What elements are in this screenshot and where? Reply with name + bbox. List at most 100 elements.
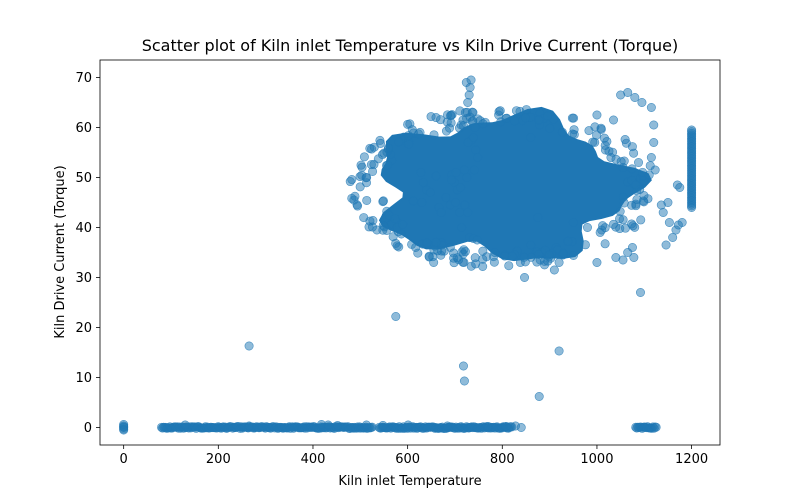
y-axis-ticks: 0 10 20 30 40 50 60 70 <box>75 71 100 436</box>
scatter-point <box>244 421 254 431</box>
cluster-point <box>429 130 439 140</box>
scatter-point <box>468 133 478 143</box>
cluster-point <box>414 129 424 139</box>
cluster-point <box>357 162 367 172</box>
scatter-point <box>460 108 470 118</box>
chart-title: Scatter plot of Kiln inlet Temperature v… <box>142 36 679 55</box>
scatter-point <box>627 243 637 253</box>
cluster-point <box>644 170 654 180</box>
cluster-point <box>396 229 406 239</box>
scatter-point <box>469 165 479 175</box>
cluster-point <box>398 220 408 230</box>
dense-cluster-layer <box>345 105 655 271</box>
scatter-point <box>456 183 466 193</box>
x-axis-ticks: 0 200 400 600 800 1000 1200 <box>120 445 708 467</box>
cluster-point <box>441 126 451 136</box>
scatter-point <box>658 208 668 218</box>
cluster-point <box>611 154 621 164</box>
scatter-point <box>554 257 564 267</box>
cluster-point <box>557 127 567 137</box>
cluster-point <box>369 159 379 169</box>
scatter-point <box>646 153 656 163</box>
scatter-point <box>649 120 659 130</box>
y-tick-label: 0 <box>84 421 92 436</box>
scatter-point <box>535 255 545 265</box>
scatter-point <box>635 287 645 297</box>
cluster-point <box>620 135 630 145</box>
cluster-point <box>378 196 388 206</box>
cluster-point <box>620 223 630 233</box>
cluster-point <box>362 195 372 205</box>
scatter-point <box>408 196 418 206</box>
scatter-point <box>592 110 602 120</box>
scatter-point <box>675 183 685 193</box>
scatter-point <box>526 240 536 250</box>
scatter-point <box>568 218 578 228</box>
scatter-point <box>673 220 683 230</box>
cluster-point <box>478 119 488 129</box>
scatter-point <box>391 311 401 321</box>
cluster-point <box>431 237 441 247</box>
scatter-point <box>447 175 457 185</box>
y-tick-label: 10 <box>75 371 92 386</box>
scatter-point <box>459 165 469 175</box>
cluster-point <box>394 137 404 147</box>
cluster-point <box>619 198 629 208</box>
scatter-points-layer <box>119 75 697 435</box>
cluster-point <box>495 106 505 116</box>
cluster-point <box>429 245 439 255</box>
cluster-point <box>580 240 590 250</box>
scatter-point <box>501 421 511 431</box>
cluster-point <box>347 175 357 185</box>
scatter-point <box>431 171 441 181</box>
scatter-point <box>649 138 659 148</box>
x-tick-label: 800 <box>490 452 515 467</box>
scatter-point <box>378 420 388 430</box>
cluster-point <box>490 248 500 258</box>
scatter-point <box>554 346 564 356</box>
x-tick-label: 1200 <box>675 452 708 467</box>
cluster-point <box>367 144 377 154</box>
cluster-point <box>359 152 369 162</box>
cluster-point <box>558 248 568 258</box>
scatter-point <box>466 75 476 85</box>
cluster-point <box>534 115 544 125</box>
cluster-point <box>543 111 553 121</box>
scatter-point <box>442 421 452 431</box>
scatter-point <box>483 421 493 431</box>
scatter-point <box>618 255 628 265</box>
scatter-point <box>460 200 470 210</box>
cluster-point <box>404 139 414 149</box>
y-tick-label: 70 <box>75 71 92 86</box>
y-tick-label: 30 <box>75 271 92 286</box>
cluster-point <box>355 182 365 192</box>
cluster-core <box>378 106 652 262</box>
cluster-point <box>569 130 579 140</box>
scatter-point <box>450 198 460 208</box>
scatter-point <box>661 240 671 250</box>
scatter-point <box>361 420 371 430</box>
cluster-point <box>631 180 641 190</box>
scatter-point <box>471 145 481 155</box>
cluster-point <box>631 201 641 211</box>
scatter-point <box>646 103 656 113</box>
y-axis-label: Kiln Drive Current (Torque) <box>53 165 68 338</box>
scatter-point <box>457 223 467 233</box>
cluster-point <box>422 238 432 248</box>
scatter-point <box>637 98 647 108</box>
x-tick-label: 600 <box>395 452 420 467</box>
cluster-point <box>600 140 610 150</box>
cluster-point <box>357 170 367 180</box>
cluster-point <box>630 222 640 232</box>
x-tick-label: 200 <box>206 452 231 467</box>
cluster-point <box>629 148 639 158</box>
cluster-point <box>439 246 449 256</box>
cluster-point <box>403 131 413 141</box>
scatter-point <box>664 218 674 228</box>
plot-frame <box>99 59 721 446</box>
scatter-point <box>458 361 468 371</box>
scatter-point <box>472 235 482 245</box>
cluster-point <box>442 117 452 127</box>
cluster-point <box>383 143 393 153</box>
